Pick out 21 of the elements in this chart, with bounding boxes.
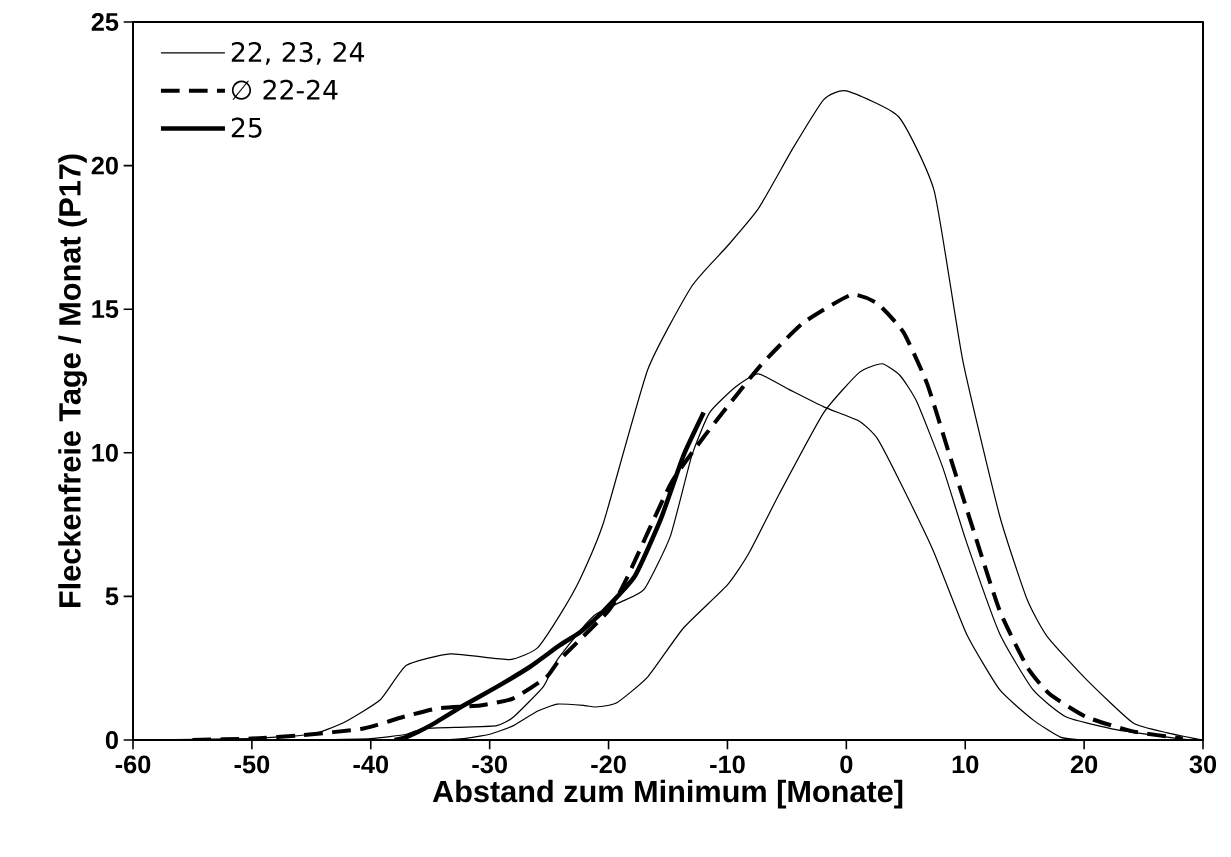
legend-label: 22, 23, 24 [231,41,365,65]
x-tick-label: -20 [591,755,626,774]
x-tick-label: -10 [710,755,745,774]
x-tick-label: -40 [353,755,389,774]
x-tick-label: 20 [1070,755,1098,774]
y-tick-label: 15 [92,300,119,319]
y-tick-label: 0 [105,731,118,749]
y-tick-label: 25 [91,13,119,31]
x-tick-label: 0 [840,755,853,774]
x-tick-label: -50 [234,755,270,774]
x-tick-label: 10 [952,755,979,774]
y-tick-label: 20 [91,156,118,175]
y-tick-label: 10 [92,443,118,462]
x-tick-label: -60 [115,755,151,774]
x-tick-label: 30 [1189,755,1217,774]
y-axis-title: Fleckenfreie Tage / Monat (P17) [58,154,87,608]
x-axis-title: Abstand zum Minimum [Monate] [432,779,903,809]
legend-label: 25 [231,117,262,138]
x-tick-label: -30 [472,755,507,774]
legend-label: ∅ 22-24 [231,79,338,100]
y-tick-label: 5 [105,587,119,606]
